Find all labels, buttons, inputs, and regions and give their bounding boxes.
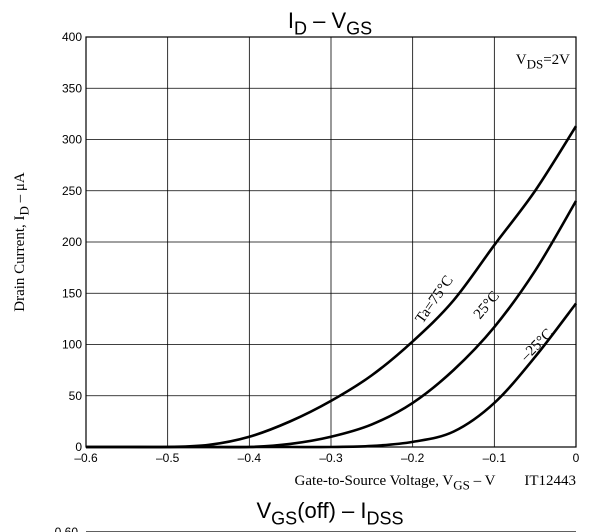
next-chart-tick-label: –0.60 [48, 525, 78, 532]
y-tick-label: 50 [69, 389, 83, 403]
text-part: (off) – I [297, 498, 366, 523]
y-tick-label: 400 [62, 30, 82, 44]
subscript: D [17, 206, 32, 215]
y-tick-label: 350 [62, 81, 82, 95]
y-tick-label: 250 [62, 184, 82, 198]
subscript: DSS [366, 509, 403, 529]
y-axis-label: Drain Current, ID – μA [12, 172, 32, 312]
subscript: GS [346, 19, 372, 39]
text-part: Gate-to-Source Voltage, V [295, 473, 454, 489]
curve-label: –25°C [517, 326, 556, 365]
x-tick-label: –0.1 [483, 451, 507, 465]
text-part: – V [470, 473, 496, 489]
x-tick-label: –0.2 [401, 451, 425, 465]
y-tick-label: 100 [62, 338, 82, 352]
subscript: GS [271, 509, 297, 529]
next-chart-title: VGS(off) – IDSS [256, 498, 403, 529]
text-part: I [288, 8, 294, 33]
text-part: – V [307, 8, 346, 33]
text-part: V [516, 52, 527, 68]
figure-id: IT12443 [524, 473, 576, 489]
y-tick-label: 300 [62, 133, 82, 147]
subscript: D [294, 19, 307, 39]
y-tick-label: 200 [62, 235, 82, 249]
x-tick-label: –0.3 [319, 451, 343, 465]
x-axis-label: Gate-to-Source Voltage, VGS – V [295, 473, 496, 493]
y-tick-label: 150 [62, 286, 82, 300]
chart-title: ID – VGS [288, 8, 372, 39]
text-part: =2V [543, 52, 570, 68]
text-part: Drain Current, I [12, 216, 28, 312]
subscript: DS [527, 57, 544, 72]
text-part: – μA [12, 172, 28, 206]
curve [86, 302, 578, 449]
x-tick-label: –0.5 [156, 451, 180, 465]
x-tick-label: 0 [573, 451, 580, 465]
subscript: GS [453, 478, 470, 493]
x-tick-label: –0.4 [238, 451, 262, 465]
y-tick-label: 0 [75, 440, 82, 454]
condition: VDS=2V [516, 52, 570, 72]
curve-label: Ta=75°C [413, 273, 457, 327]
text-part: V [256, 498, 271, 523]
x-tick-label: –0.6 [74, 451, 98, 465]
